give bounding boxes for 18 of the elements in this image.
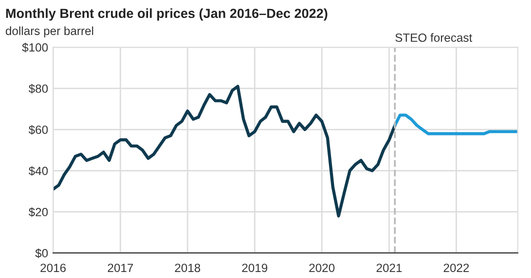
x-tick-label: 2016: [40, 264, 66, 272]
x-tick-label: 2022: [444, 264, 469, 272]
y-tick-label: $40: [28, 166, 48, 176]
y-tick-label: $0: [35, 248, 48, 258]
y-tick-label: $60: [28, 125, 48, 135]
line-series: [393, 114, 518, 136]
ref-line-label: STEO forecast: [395, 33, 472, 42]
x-tick-label: 2017: [108, 264, 133, 272]
x-tick-label: 2021: [376, 264, 402, 272]
chart-title: Monthly Brent crude oil prices (Jan 2016–Dec 2022): [6, 8, 328, 21]
x-tick-label: 2018: [175, 264, 200, 272]
line-series: [53, 84, 396, 218]
y-tick-label: $80: [28, 84, 48, 94]
chart-subtitle: dollars per barrel: [6, 26, 94, 38]
x-tick-label: 2019: [242, 264, 268, 272]
x-tick-label: 2020: [309, 264, 335, 272]
y-tick-label: $20: [28, 207, 48, 217]
y-tick-label: $100: [22, 42, 48, 52]
